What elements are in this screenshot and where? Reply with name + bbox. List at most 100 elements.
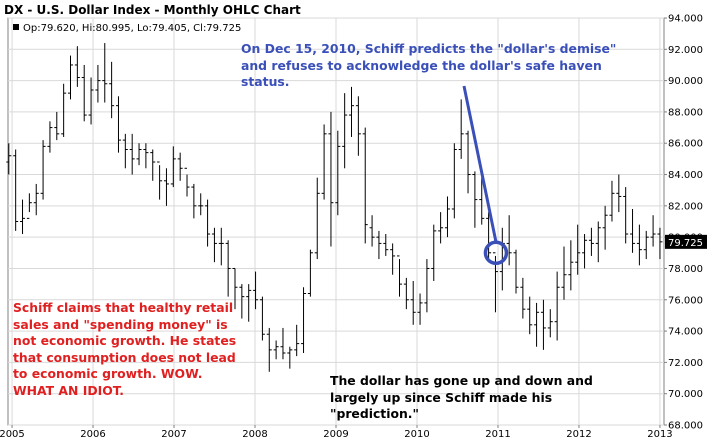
ohlc-bar: [444, 196, 450, 238]
ohlc-bar: [232, 267, 238, 310]
ohlc-bar: [458, 99, 464, 159]
ohlc-bar: [266, 327, 272, 372]
ohlc-bar: [177, 152, 183, 181]
ohlc-bar: [390, 243, 396, 275]
ohlc-bar: [314, 177, 320, 260]
ohlc-bar: [362, 127, 368, 244]
ohlc-legend: Op:79.620, Hi:80.995, Lo:79.405, Cl:79.7…: [23, 23, 241, 34]
ohlc-bar: [239, 284, 245, 319]
ohlc-bar: [218, 227, 224, 266]
x-tick-label: 2006: [80, 429, 105, 440]
ohlc-bar: [301, 287, 307, 353]
ohlc-bar: [157, 161, 163, 200]
ohlc-bar: [479, 177, 485, 225]
ohlc-bar: [102, 43, 108, 103]
ohlc-bar: [67, 55, 73, 100]
y-tick-label: 90.000: [668, 76, 703, 87]
ohlc-bar: [88, 77, 94, 125]
highlight-circle: [483, 240, 509, 266]
ohlc-bar: [170, 146, 176, 188]
last-price-badge: [665, 234, 707, 249]
y-tick-label: 76.000: [668, 295, 703, 306]
y-tick-label: 88.000: [668, 107, 703, 118]
ohlc-bar: [486, 212, 492, 263]
ohlc-bar: [534, 302, 540, 347]
ohlc-bar: [431, 224, 437, 281]
ohlc-bar: [136, 143, 142, 166]
legend-swatch: [13, 24, 19, 30]
ohlc-bar: [472, 171, 478, 228]
y-tick-label: 94.000: [668, 14, 703, 25]
annotation-left: Schiff claims that healthy retail sales …: [13, 300, 237, 398]
y-tick-label: 72.000: [668, 358, 703, 369]
ohlc-bar: [129, 133, 135, 175]
ohlc-bar: [410, 280, 416, 325]
x-tick-label: 2005: [0, 429, 25, 440]
ohlc-bar: [321, 124, 327, 200]
ohlc-bar: [33, 183, 39, 216]
x-tick-label: 2012: [566, 429, 591, 440]
ohlc-bar: [13, 149, 19, 231]
ohlc-bar: [40, 140, 46, 200]
ohlc-bar: [150, 149, 156, 181]
x-tick-label: 2009: [323, 429, 348, 440]
ohlc-bar: [253, 271, 259, 310]
ohlc-bar: [342, 93, 348, 169]
ohlc-bar: [163, 168, 169, 206]
ohlc-bar: [20, 199, 26, 235]
ohlc-bar: [205, 199, 211, 247]
y-tick-label: 78.000: [668, 264, 703, 275]
annotation-bottom: The dollar has gone up and down and larg…: [330, 373, 593, 421]
ohlc-bar: [246, 284, 252, 322]
ohlc-bar: [198, 193, 204, 216]
last-price-label: 79.725: [668, 238, 703, 249]
ohlc-bar: [383, 234, 389, 256]
ohlc-bar: [588, 227, 594, 256]
y-tick-label: 84.000: [668, 170, 703, 181]
x-tick-label: 2008: [242, 429, 267, 440]
y-tick-label: 70.000: [668, 389, 703, 400]
ohlc-bar: [376, 230, 382, 260]
y-tick-label: 82.000: [668, 201, 703, 212]
ohlc-bar: [280, 327, 286, 360]
ohlc-bar: [650, 215, 656, 247]
ohlc-bar: [328, 111, 334, 247]
ohlc-bar: [74, 46, 80, 87]
ohlc-bar: [630, 208, 636, 253]
x-tick-label: 2011: [485, 429, 510, 440]
ohlc-bar: [225, 240, 231, 297]
ohlc-bar: [451, 143, 457, 219]
ohlc-bar: [115, 96, 121, 153]
ohlc-bar: [287, 346, 293, 369]
ohlc-bar: [143, 143, 149, 169]
annotation-top: On Dec 15, 2010, Schiff predicts the "do…: [241, 41, 617, 89]
pointer-arrow: [462, 85, 498, 243]
ohlc-bar: [616, 174, 622, 213]
ohlc-bar: [623, 187, 629, 244]
ohlc-bar: [273, 340, 279, 360]
ohlc-bar: [335, 130, 341, 216]
ohlc-bar: [109, 61, 115, 119]
ohlc-bar: [424, 259, 430, 313]
x-tick-label: 2010: [404, 429, 429, 440]
ohlc-bar: [47, 121, 53, 153]
ohlc-bar: [307, 249, 313, 297]
ohlc-bar: [492, 252, 498, 313]
y-tick-label: 68.000: [668, 421, 703, 432]
ohlc-bar: [122, 133, 128, 169]
ohlc-bar: [81, 64, 87, 122]
ohlc-bar: [602, 205, 608, 250]
ohlc-bar: [609, 180, 615, 222]
x-tick-label: 2013: [647, 429, 672, 440]
ohlc-bar: [540, 299, 546, 350]
ohlc-bar: [191, 183, 197, 219]
ohlc-bar: [520, 277, 526, 319]
ohlc-bar: [349, 86, 355, 137]
y-tick-label: 86.000: [668, 139, 703, 150]
ohlc-bar: [26, 193, 32, 219]
ohlc-bar: [184, 167, 190, 197]
ohlc-bar: [595, 221, 601, 263]
y-tick-label: 92.000: [668, 45, 703, 56]
x-tick-label: 2007: [161, 429, 186, 440]
